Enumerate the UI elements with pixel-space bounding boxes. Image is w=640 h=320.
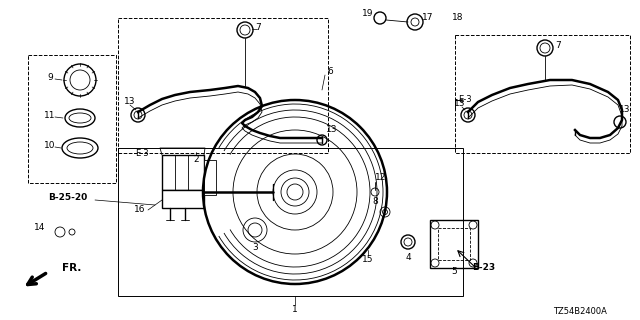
Text: 3: 3	[252, 244, 258, 252]
Text: 14: 14	[35, 223, 45, 233]
Text: 16: 16	[134, 205, 146, 214]
Bar	[162, 190, 204, 208]
Bar	[455, 35, 630, 153]
Bar	[162, 155, 204, 190]
Bar	[118, 18, 328, 153]
Bar	[28, 55, 116, 183]
Text: 1: 1	[292, 306, 298, 315]
Bar	[118, 148, 463, 296]
Text: 5: 5	[451, 268, 457, 276]
Text: 4: 4	[405, 253, 411, 262]
Bar	[438, 228, 470, 260]
Text: 8: 8	[372, 197, 378, 206]
Text: 10: 10	[44, 140, 56, 149]
Text: 13: 13	[454, 99, 466, 108]
Bar	[430, 220, 478, 268]
Text: B-25-20: B-25-20	[48, 193, 87, 202]
Text: FR.: FR.	[62, 263, 81, 273]
Text: 19: 19	[362, 10, 374, 19]
Text: 12: 12	[375, 173, 387, 182]
Text: B-23: B-23	[472, 263, 495, 273]
Text: 7: 7	[555, 41, 561, 50]
Text: 18: 18	[452, 13, 464, 22]
Text: TZ54B2400A: TZ54B2400A	[553, 308, 607, 316]
Bar	[204, 160, 216, 195]
Text: 11: 11	[44, 110, 56, 119]
Text: 2: 2	[193, 156, 199, 164]
Text: 9: 9	[47, 73, 53, 82]
Text: 17: 17	[422, 13, 434, 22]
Text: E-3: E-3	[135, 148, 148, 157]
Text: 6: 6	[327, 68, 333, 76]
Text: 13: 13	[326, 125, 338, 134]
Text: 15: 15	[362, 255, 374, 265]
Text: E-3: E-3	[458, 95, 472, 105]
Text: 13: 13	[620, 106, 631, 115]
Text: 7: 7	[255, 23, 261, 33]
Text: 13: 13	[124, 98, 136, 107]
